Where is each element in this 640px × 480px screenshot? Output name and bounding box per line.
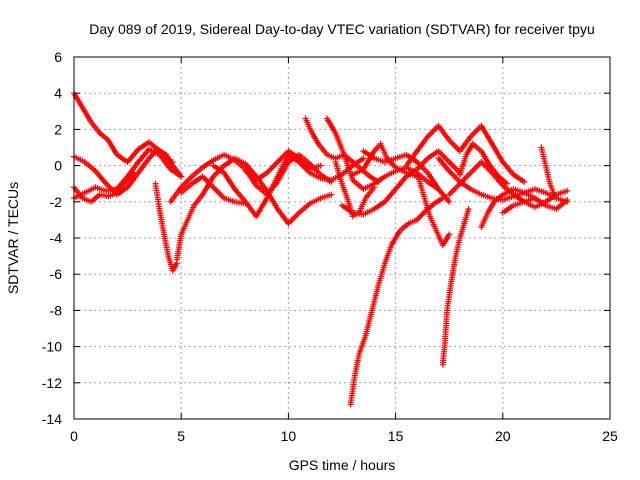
series-track-08 <box>178 173 249 207</box>
series-track-23 <box>478 186 538 231</box>
x-tick-label: 0 <box>70 428 78 444</box>
series-track-26 <box>456 140 511 187</box>
plus-markers <box>478 186 538 231</box>
x-tick-label: 25 <box>602 428 618 444</box>
y-axis-label: SDTVAR / TECUs <box>5 182 21 294</box>
axis-ticks <box>73 56 611 420</box>
y-tick-label: -10 <box>42 339 62 355</box>
series-track-02 <box>71 146 185 198</box>
x-tick-label: 5 <box>177 428 185 444</box>
series-track-10 <box>242 148 324 184</box>
x-tick-labels: 0 5 10 15 20 25 <box>70 428 618 444</box>
chart-title: Day 089 of 2019, Sidereal Day-to-day VTE… <box>89 21 595 37</box>
series-track-05 <box>152 180 180 274</box>
plus-markers <box>499 195 571 216</box>
series-track-15 <box>347 195 446 408</box>
y-tick-label: 0 <box>54 158 62 174</box>
plus-markers <box>403 122 528 185</box>
series-track-12 <box>324 115 442 193</box>
series-track-22 <box>446 159 571 211</box>
plus-markers <box>347 195 446 408</box>
plus-markers <box>152 180 180 274</box>
series-track-17 <box>349 140 420 180</box>
x-axis-label: GPS time / hours <box>289 457 396 473</box>
x-tick-label: 15 <box>388 428 404 444</box>
plus-markers <box>71 146 185 198</box>
y-tick-label: -2 <box>50 194 63 210</box>
chart-grid <box>74 57 610 419</box>
plus-markers <box>538 144 558 198</box>
plus-markers <box>456 140 511 187</box>
x-tick-label: 10 <box>281 428 297 444</box>
plus-markers <box>414 169 453 249</box>
series-track-09 <box>210 151 367 220</box>
y-tick-label: -6 <box>50 266 63 282</box>
plus-markers <box>242 148 324 184</box>
series-track-24 <box>499 195 571 216</box>
series-track-19 <box>414 169 453 249</box>
plus-markers <box>178 173 249 207</box>
y-tick-label: -4 <box>50 230 63 246</box>
y-tick-labels: 6 4 2 0 -2 -4 -6 -8 -10 -12 -14 <box>42 49 62 427</box>
y-tick-label: -12 <box>42 375 62 391</box>
y-tick-label: 4 <box>54 85 62 101</box>
plus-markers <box>439 206 472 368</box>
x-tick-label: 20 <box>495 428 511 444</box>
plus-markers <box>210 151 367 220</box>
y-tick-label: -14 <box>42 411 62 427</box>
plus-markers <box>324 115 442 193</box>
series-track-18 <box>403 122 528 185</box>
series-track-20 <box>439 206 472 368</box>
y-tick-label: 2 <box>54 121 62 137</box>
data-points <box>71 90 571 408</box>
y-tick-label: 6 <box>54 49 62 65</box>
plus-markers <box>446 159 571 211</box>
plus-markers <box>349 140 420 180</box>
series-track-25 <box>538 144 558 198</box>
y-tick-label: -8 <box>50 302 63 318</box>
